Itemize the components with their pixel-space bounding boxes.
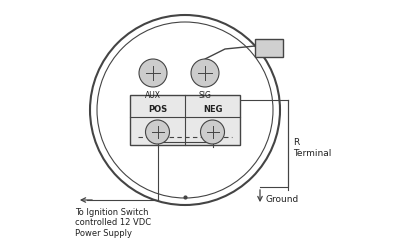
Text: SIG: SIG xyxy=(198,91,212,100)
Circle shape xyxy=(191,59,219,87)
Text: R
Terminal: R Terminal xyxy=(293,138,331,158)
Text: POS: POS xyxy=(148,104,167,114)
Text: To Ignition Switch
controlled 12 VDC
Power Supply: To Ignition Switch controlled 12 VDC Pow… xyxy=(75,208,151,238)
Circle shape xyxy=(90,15,280,205)
Text: NEG: NEG xyxy=(203,104,222,114)
FancyBboxPatch shape xyxy=(130,95,240,145)
Circle shape xyxy=(200,120,224,144)
Circle shape xyxy=(146,120,170,144)
Text: AUX: AUX xyxy=(145,91,161,100)
Text: Ground: Ground xyxy=(265,196,298,204)
Circle shape xyxy=(139,59,167,87)
FancyBboxPatch shape xyxy=(255,39,283,57)
